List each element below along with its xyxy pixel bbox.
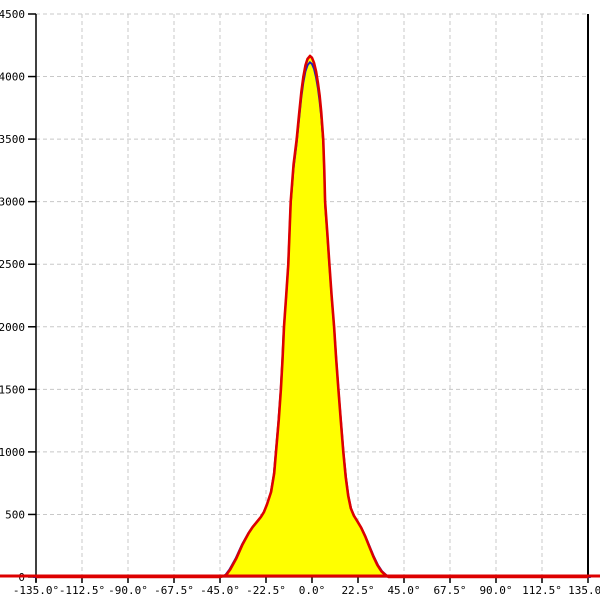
x-tick-label: 135.0° [568,584,600,597]
x-tick-label: -67.5° [154,584,194,597]
y-tick-label: 500 [5,508,25,521]
x-tick-label: -90.0° [108,584,148,597]
y-tick-label: 1500 [0,383,25,396]
pattern-area-fill [36,55,588,577]
y-tick-label: 3500 [0,133,25,146]
x-tick-label: -112.5° [59,584,105,597]
y-tick-label: 2500 [0,258,25,271]
y-tick-label: 2000 [0,321,25,334]
y-tick-label: 4500 [0,8,25,21]
x-tick-label: 0.0° [299,584,326,597]
x-tick-label: 67.5° [433,584,466,597]
y-tick-label: 3000 [0,196,25,209]
x-tick-label: 90.0° [479,584,512,597]
x-tick-label: -22.5° [246,584,286,597]
pattern-red-outline [36,54,588,579]
x-tick-label: -135.0° [13,584,59,597]
x-tick-label: -45.0° [200,584,240,597]
x-tick-label: 112.5° [522,584,562,597]
y-tick-label: 4000 [0,71,25,84]
x-tick-label: 45.0° [387,584,420,597]
y-tick-label: 1000 [0,446,25,459]
x-tick-label: 22.5° [341,584,374,597]
